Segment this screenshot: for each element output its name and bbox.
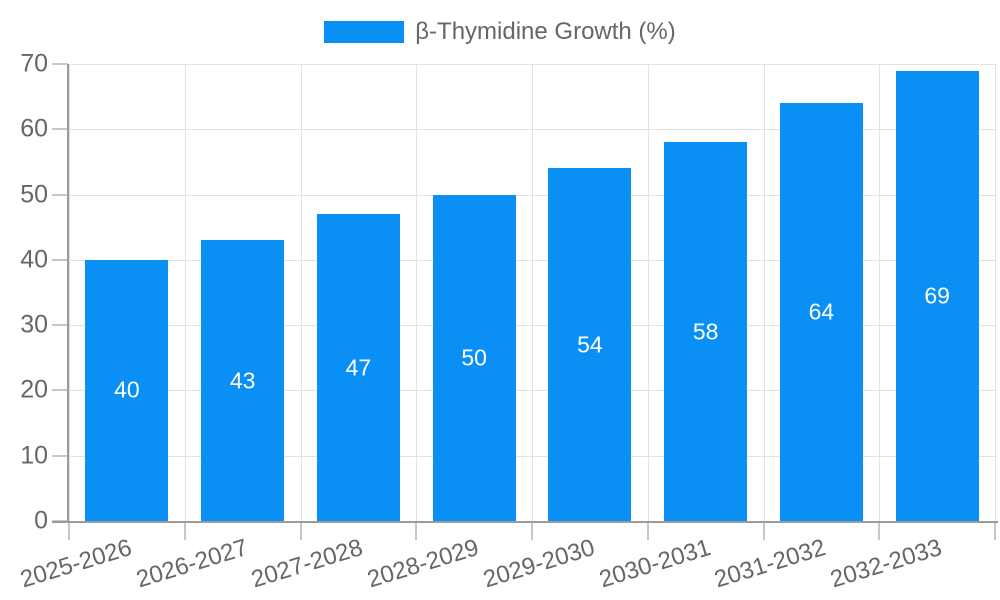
y-axis-tick-label: 40 xyxy=(20,245,48,274)
bar-2031-2032[interactable] xyxy=(779,103,863,521)
x-axis-tick xyxy=(299,523,302,540)
plot-area: 0 10 20 30 40 50 60 70 40 2025-2026 43 2026-2027 47 2… xyxy=(17,50,998,593)
x-axis-tick xyxy=(415,523,418,540)
vertical-gridline xyxy=(763,64,765,521)
vertical-gridline xyxy=(995,64,996,521)
y-axis-tick xyxy=(52,193,68,196)
vertical-gridline xyxy=(416,64,418,521)
x-axis-tick xyxy=(531,523,533,540)
y-axis-tick xyxy=(52,324,68,327)
legend-label: β-Thymidine Growth (%) xyxy=(415,18,676,45)
y-axis-tick-label: 0 xyxy=(34,506,48,535)
bar-2025-2026[interactable] xyxy=(85,259,169,521)
bar-2032-2033[interactable] xyxy=(895,70,979,521)
x-axis-tick xyxy=(646,523,649,540)
x-axis-tick xyxy=(994,523,996,540)
y-axis-tick-label: 60 xyxy=(20,114,48,143)
x-axis-line xyxy=(52,521,998,523)
x-axis-tick xyxy=(68,523,70,540)
x-axis-tick xyxy=(183,523,186,540)
y-axis-tick xyxy=(52,128,68,131)
y-axis-tick-label: 30 xyxy=(20,310,48,339)
vertical-gridline xyxy=(69,64,70,521)
y-axis-tick-label: 70 xyxy=(20,49,48,78)
legend[interactable]: β-Thymidine Growth (%) xyxy=(0,18,1000,46)
y-axis-tick-label: 20 xyxy=(20,375,48,404)
bar-2027-2028[interactable] xyxy=(316,214,400,521)
vertical-gridline xyxy=(647,64,649,521)
vertical-gridline xyxy=(532,64,533,521)
legend-swatch xyxy=(324,21,405,43)
bar-2026-2027[interactable] xyxy=(201,240,285,521)
y-axis-tick-label: 50 xyxy=(20,180,48,209)
y-axis-tick xyxy=(52,389,68,392)
vertical-gridline xyxy=(184,64,186,521)
y-axis-tick xyxy=(52,63,68,65)
y-axis-tick-label: 10 xyxy=(20,441,48,470)
bar-2028-2029[interactable] xyxy=(432,194,516,521)
y-axis-line xyxy=(67,64,69,521)
bar-2030-2031[interactable] xyxy=(664,142,748,521)
vertical-gridline xyxy=(879,64,881,521)
x-axis-tick xyxy=(762,523,765,540)
y-axis-tick xyxy=(52,258,68,261)
x-axis-tick xyxy=(878,523,881,540)
vertical-gridline xyxy=(300,64,302,521)
y-axis-tick xyxy=(52,454,68,457)
bar-2029-2030[interactable] xyxy=(548,168,632,521)
